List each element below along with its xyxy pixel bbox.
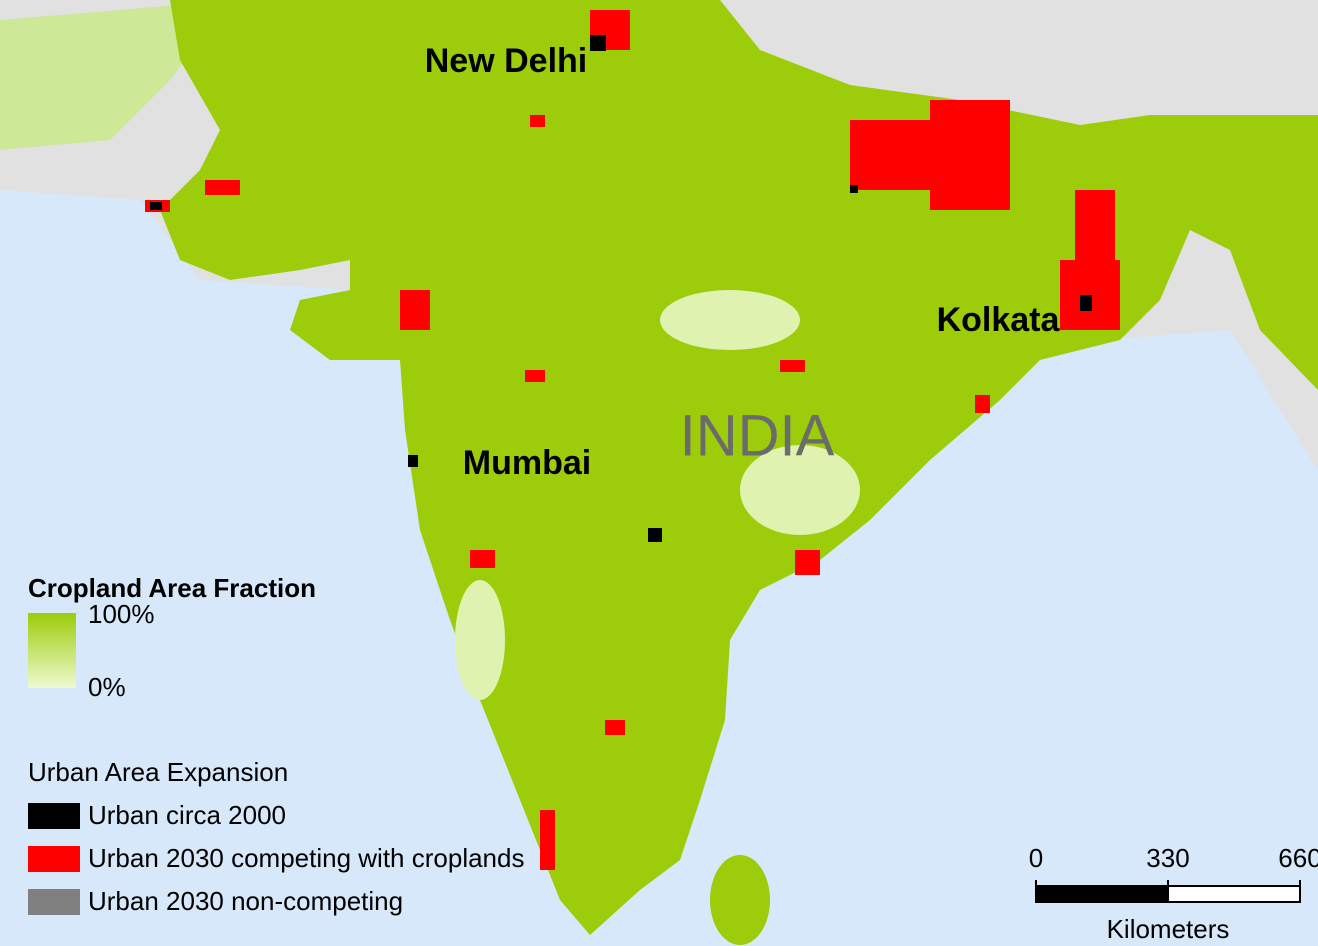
legend-label: Urban 2030 competing with croplands xyxy=(88,843,524,873)
cropland xyxy=(160,0,1318,935)
legend-high: 100% xyxy=(88,599,155,629)
city-label: New Delhi xyxy=(425,42,587,80)
legend-title: Cropland Area Fraction xyxy=(28,573,316,603)
legend-swatch xyxy=(28,803,80,829)
low-cropland xyxy=(660,290,800,350)
legend-label: Urban circa 2000 xyxy=(88,800,286,830)
scale-segment xyxy=(1035,885,1169,903)
low-cropland xyxy=(740,445,860,535)
sri-lanka xyxy=(710,855,770,945)
city-label: Kolkata xyxy=(937,301,1061,339)
cropland-gradient xyxy=(28,613,76,688)
urban-expansion xyxy=(145,10,1120,870)
scale-segment xyxy=(1167,885,1301,903)
legend-title: Urban Area Expansion xyxy=(28,757,288,787)
urban-2000 xyxy=(150,35,1092,542)
scale-tick-label: 660 xyxy=(1278,843,1318,873)
scale-tick-label: 0 xyxy=(1029,843,1043,873)
legend-low: 0% xyxy=(88,672,126,702)
low-cropland xyxy=(455,580,505,700)
urban-legend: Urban circa 2000 Urban 2030 competing wit… xyxy=(28,800,524,916)
cropland-north xyxy=(0,0,230,150)
country-label: INDIA xyxy=(680,403,835,468)
scale-bar: 0 330 660 xyxy=(1029,843,1318,903)
city-label: Mumbai xyxy=(463,444,591,482)
legend-swatch xyxy=(28,846,80,872)
legend-swatch xyxy=(28,889,80,915)
legend-label: Urban 2030 non-competing xyxy=(88,886,403,916)
scale-unit: Kilometers xyxy=(1107,914,1230,944)
scale-tick-label: 330 xyxy=(1146,843,1189,873)
